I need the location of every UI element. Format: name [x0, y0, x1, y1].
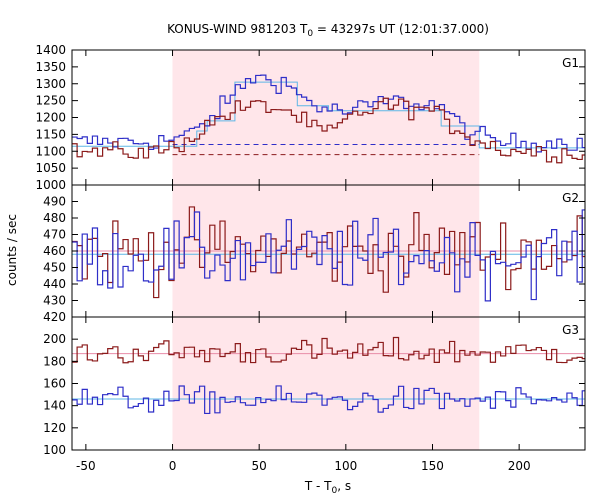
- series-red-g2: [72, 206, 585, 299]
- chart-title: KONUS-WIND 981203 T0 = 43297s UT (12:01:…: [167, 22, 489, 39]
- y-tick-label-g1: 1400: [35, 43, 66, 57]
- fit-step-curve-g1: [72, 81, 585, 149]
- y-tick-label-g1: 1050: [35, 161, 66, 175]
- y-tick-label-g2: 460: [43, 244, 66, 258]
- panel-label-g1: G1: [562, 56, 579, 70]
- x-tick-label: 50: [252, 459, 267, 473]
- x-axis-labels: -50 0 50 100 150 200: [76, 459, 531, 473]
- x-tick-label: 0: [169, 459, 177, 473]
- y-tick-label-g2: 450: [43, 261, 66, 275]
- y-axis-title: counts / sec: [5, 214, 19, 286]
- panel-g2: 420 430 440 450 460 470 480 490 G2: [43, 184, 586, 324]
- y-tick-label-g2: 420: [43, 310, 66, 324]
- y-tick-label-g2: 490: [43, 195, 66, 209]
- x-tick-label: -50: [76, 459, 96, 473]
- y-tick-label-g2: 440: [43, 277, 66, 291]
- series-red-g3: [72, 336, 585, 364]
- panel-g1: 1000 1050 1100 1150 1200 1250 1300 1350 1400 G1: [35, 43, 586, 192]
- y-tick-label-g3: 100: [43, 443, 66, 457]
- y-tick-label-g1: 1250: [35, 94, 66, 108]
- x-axis-title: T - T0, s: [304, 479, 351, 496]
- y-tick-label-g2: 470: [43, 228, 66, 242]
- y-tick-label-g1: 1350: [35, 60, 66, 74]
- series-blue-g1: [72, 74, 585, 153]
- y-tick-label-g1: 1000: [35, 178, 66, 192]
- y-tick-label-g3: 140: [43, 399, 66, 413]
- chart-title-subscript: 0: [307, 29, 313, 39]
- x-tick-label: 100: [334, 459, 357, 473]
- chart-title-main: KONUS-WIND 981203 T: [167, 22, 308, 36]
- highlight-interval-g3: [172, 317, 480, 450]
- x-axis-title-rest: , s: [337, 479, 351, 493]
- panel-label-g2: G2: [562, 191, 579, 205]
- y-tick-label-g3: 120: [43, 421, 66, 435]
- y-tick-label-g1: 1200: [35, 111, 66, 125]
- series-blue-g2: [72, 209, 585, 302]
- x-tick-label: 150: [421, 459, 444, 473]
- panel-label-g3: G3: [562, 323, 579, 337]
- series-red-g1: [72, 97, 585, 164]
- panel-g3: 100 120 140 160 180 200 G3: [43, 316, 586, 457]
- y-tick-label-g1: 1300: [35, 77, 66, 91]
- x-tick-label: 200: [508, 459, 531, 473]
- y-tick-label-g3: 180: [43, 354, 66, 368]
- chart-title-rest: = 43297s UT (12:01:37.000): [313, 22, 489, 36]
- y-tick-label-g1: 1100: [35, 144, 66, 158]
- y-tick-label-g3: 200: [43, 332, 66, 346]
- y-tick-label-g3: 160: [43, 377, 66, 391]
- y-tick-label-g2: 480: [43, 211, 66, 225]
- x-axis-title-main: T - T: [304, 479, 332, 493]
- y-tick-label-g2: 430: [43, 294, 66, 308]
- highlight-interval-g1: [172, 50, 480, 185]
- series-blue-g3: [72, 385, 585, 415]
- x-axis-title-subscript: 0: [332, 486, 338, 496]
- y-tick-label-g1: 1150: [35, 127, 66, 141]
